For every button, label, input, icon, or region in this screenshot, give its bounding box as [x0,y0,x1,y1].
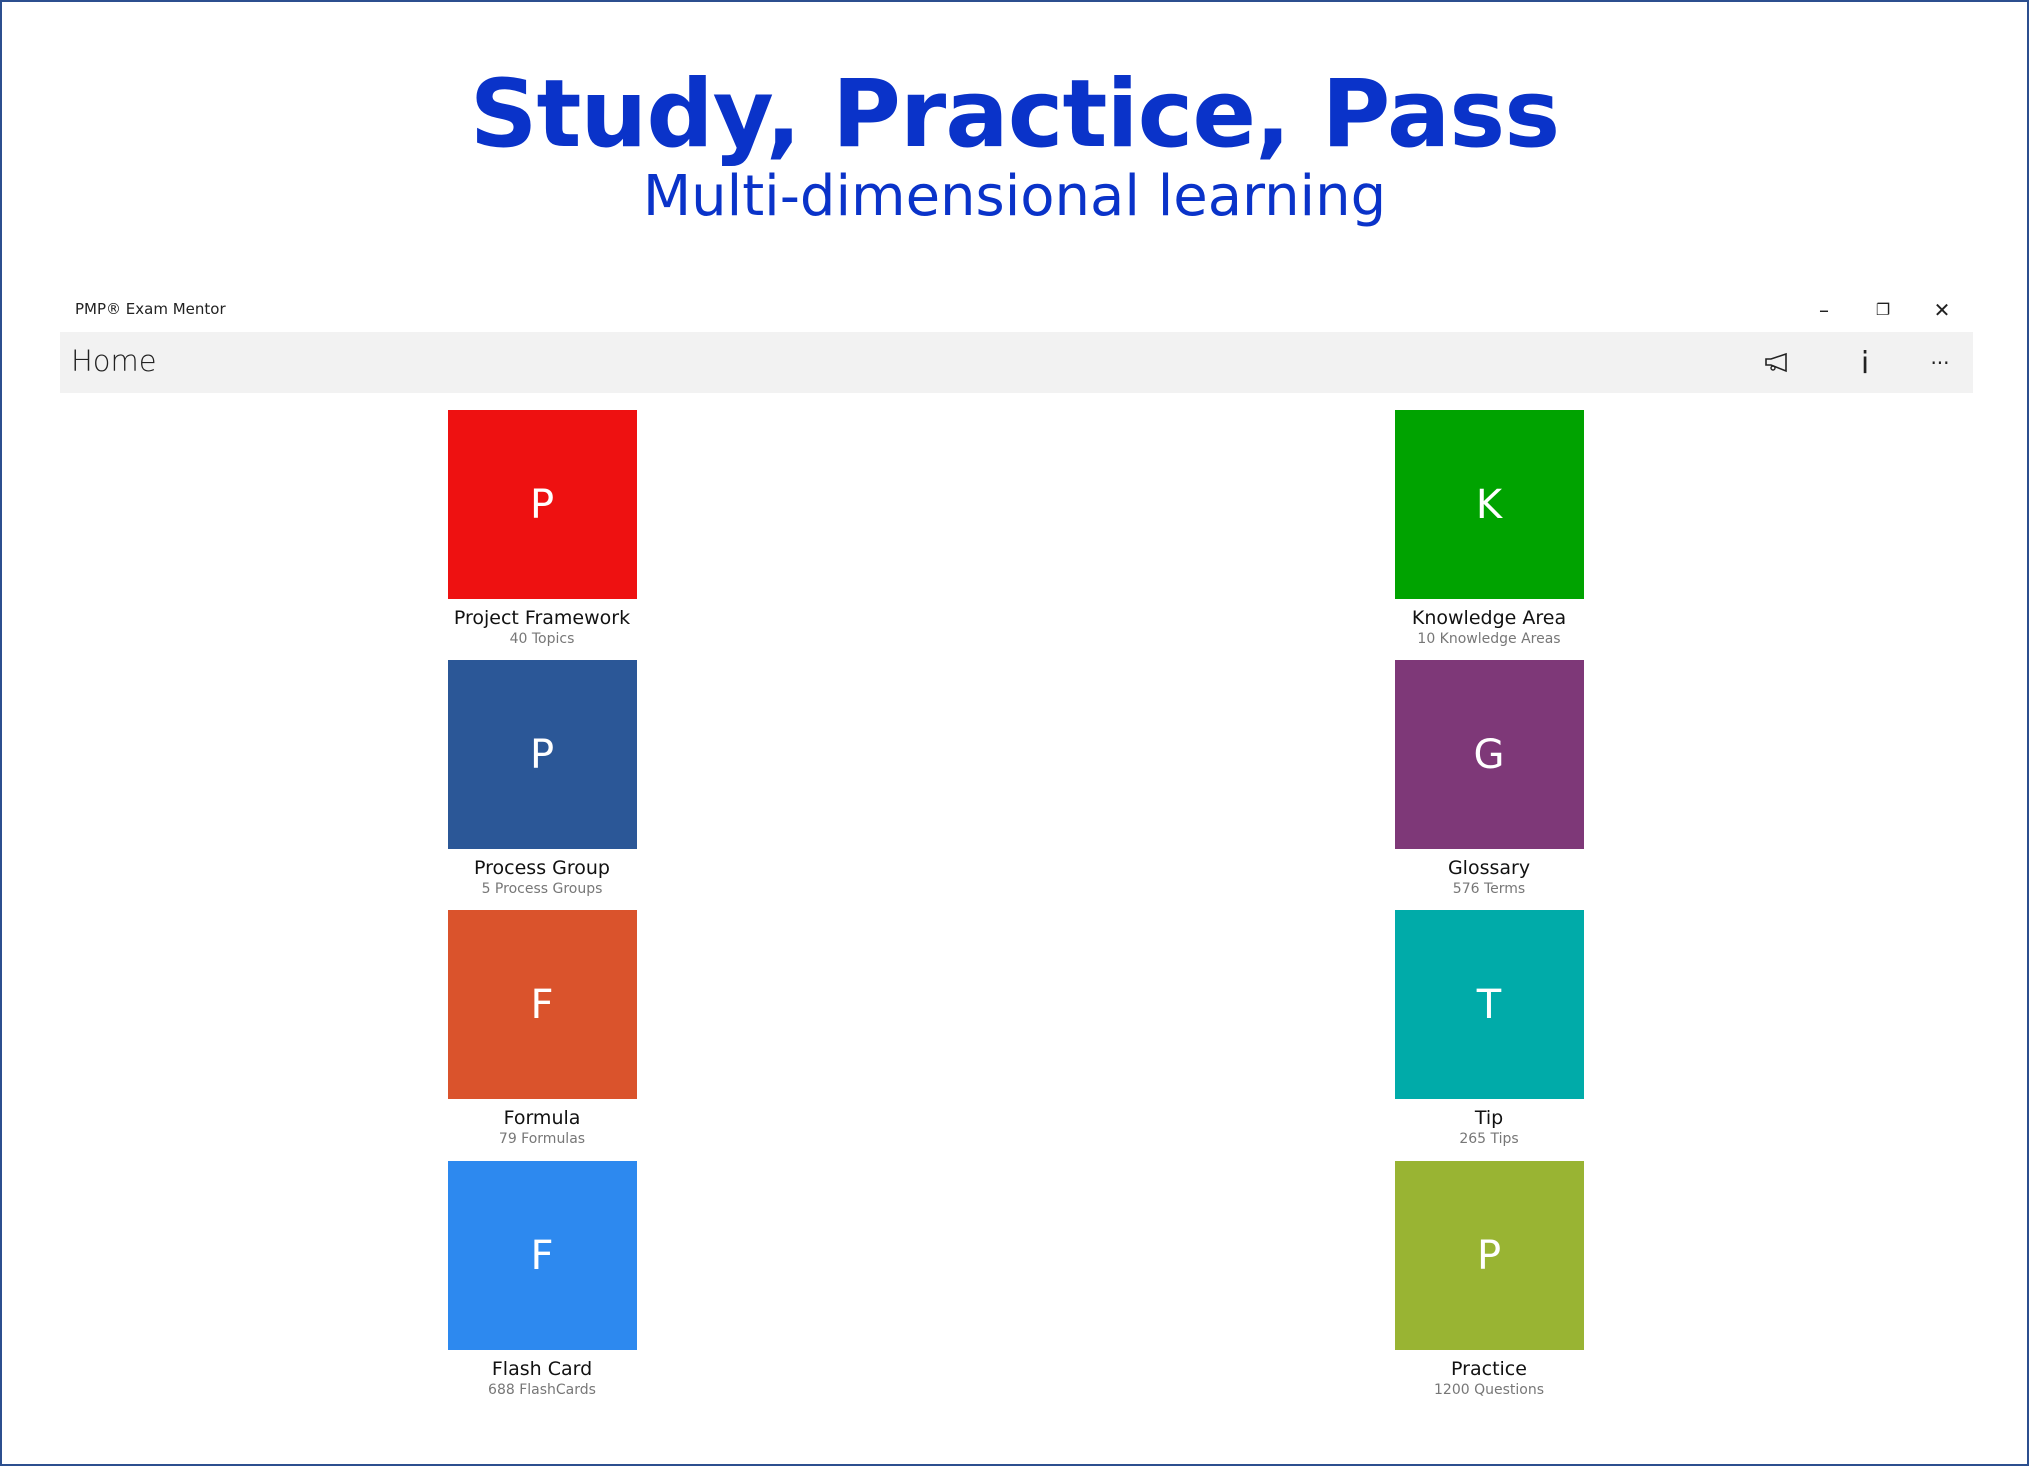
hero-subtitle: Multi-dimensional learning [642,164,1387,229]
tile-letter: P [1476,1232,1502,1279]
tile-title: Project Framework [453,607,631,629]
minimize-button[interactable]: – [1819,298,1829,322]
close-button[interactable]: ✕ [1933,298,1951,322]
tile-letter: K [1475,481,1503,528]
header-bar: Home i ··· [60,332,1973,393]
tile-process-group[interactable]: P Process Group 5 Process Groups [412,660,672,898]
window-title: PMP® Exam Mentor [75,300,226,318]
tile-subtitle: 688 FlashCards [488,1382,596,1398]
tile-square[interactable]: F [447,910,637,1099]
tile-flash-card[interactable]: F Flash Card 688 FlashCards [412,1161,672,1399]
tile-title: Knowledge Area [1411,607,1567,629]
tile-subtitle: 576 Terms [1452,881,1526,897]
tile-title: Practice [1451,1358,1527,1380]
tile-letter: F [530,1232,554,1279]
restore-button[interactable]: ❐ [1875,300,1891,319]
tile-square[interactable]: T [1394,910,1584,1099]
more-button[interactable]: ··· [1930,351,1950,375]
tile-title: Tip [1474,1107,1504,1129]
tile-subtitle: 40 Topics [509,631,575,647]
tile-square[interactable]: F [447,1161,637,1350]
tile-letter: F [530,981,554,1028]
tile-title: Process Group [474,857,610,879]
tile-square[interactable]: K [1394,410,1584,599]
tile-subtitle: 1200 Questions [1434,1382,1544,1398]
tile-letter: T [1476,981,1502,1028]
tile-square[interactable]: P [1394,1161,1584,1350]
megaphone-icon[interactable] [1760,346,1794,380]
tile-letter: P [529,731,555,778]
tile-knowledge-area[interactable]: K Knowledge Area 10 Knowledge Areas [1359,410,1619,648]
tile-title: Flash Card [491,1358,593,1380]
tile-tip[interactable]: T Tip 265 Tips [1359,910,1619,1148]
tile-title: Formula [503,1107,581,1129]
tile-subtitle: 10 Knowledge Areas [1417,631,1561,647]
page-title: Home [71,344,157,378]
tile-subtitle: 5 Process Groups [481,881,603,897]
info-button[interactable]: i [1860,345,1870,381]
tile-title: Glossary [1447,857,1531,879]
tile-practice[interactable]: P Practice 1200 Questions [1359,1161,1619,1399]
tile-letter: G [1473,731,1505,778]
tile-square[interactable]: P [447,660,637,849]
tile-formula[interactable]: F Formula 79 Formulas [412,910,672,1148]
tile-subtitle: 265 Tips [1459,1131,1519,1147]
tile-project-framework[interactable]: P Project Framework 40 Topics [412,410,672,648]
tile-glossary[interactable]: G Glossary 576 Terms [1359,660,1619,898]
tile-letter: P [529,481,555,528]
tile-subtitle: 79 Formulas [498,1131,586,1147]
hero-title: Study, Practice, Pass [469,60,1560,169]
tile-square[interactable]: G [1394,660,1584,849]
tile-square[interactable]: P [447,410,637,599]
